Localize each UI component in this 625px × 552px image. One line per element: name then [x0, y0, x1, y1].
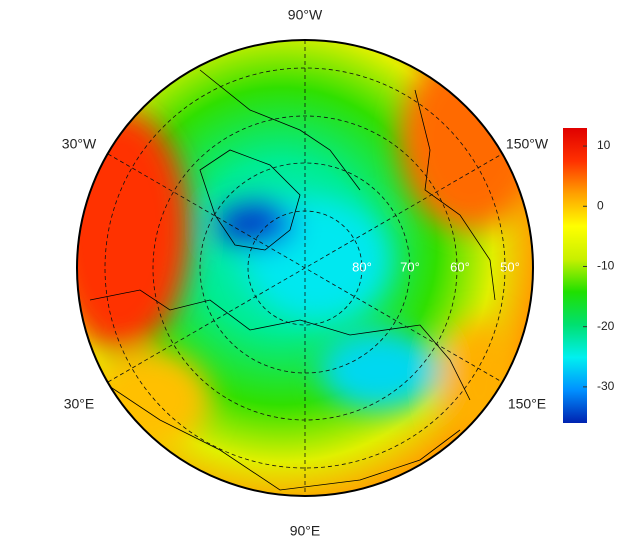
- colorbar-tick-label: 0: [597, 198, 604, 212]
- colorbar: 10 0 -10 -20 -30: [563, 128, 615, 423]
- lon-label: 30°E: [64, 396, 95, 412]
- lat-label: 50°: [500, 259, 520, 274]
- lat-label: 60°: [450, 259, 470, 274]
- colorbar-tick-label: -20: [597, 319, 615, 333]
- lon-label: 150°W: [506, 136, 549, 152]
- lon-label: 90°E: [290, 523, 321, 539]
- graticule: [104, 40, 506, 496]
- map-border: [76, 39, 534, 497]
- lon-label: 30°W: [62, 136, 97, 152]
- colorbar-tick-label: -10: [597, 259, 615, 273]
- colorbar-tick-label: 10: [597, 138, 611, 152]
- lat-label: 80°: [352, 259, 372, 274]
- colorbar-tick-label: -30: [597, 379, 615, 393]
- lon-label: 90°W: [288, 7, 323, 23]
- lon-label: 150°E: [508, 396, 546, 412]
- lat-label: 70°: [400, 259, 420, 274]
- colorbar-scale: [563, 128, 587, 423]
